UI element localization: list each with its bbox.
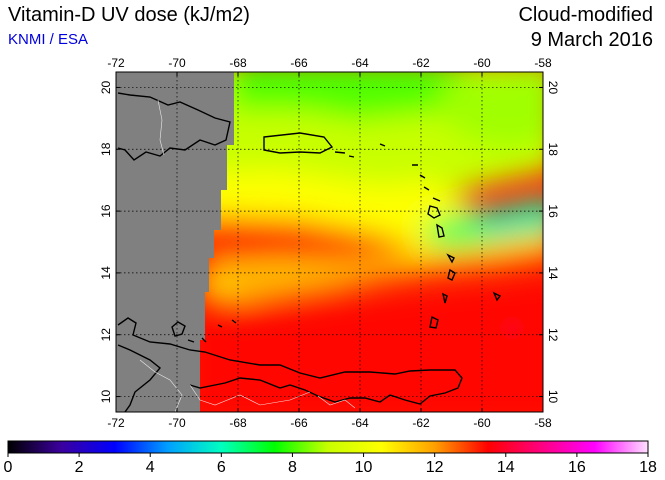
map-frame — [115, 71, 544, 413]
colorbar-label: 8 — [288, 459, 297, 476]
latitude-tick-label: 16 — [546, 204, 560, 218]
country-borders — [139, 99, 356, 412]
latitude-labels-right: 10 12 14 16 18 20 — [546, 81, 560, 404]
longitude-tick-label: -68 — [229, 416, 247, 430]
longitude-tick-label: -62 — [412, 56, 430, 70]
latitude-tick-label: 18 — [99, 142, 113, 156]
map-title: Vitamin-D UV dose (kJ/m2) — [8, 4, 250, 26]
longitude-tick-label: -60 — [473, 416, 491, 430]
longitude-labels-top: -72 -70 -68 -66 -64 -62 -60 -58 — [107, 56, 552, 70]
map-date: 9 March 2016 — [530, 29, 653, 51]
colorbar-strip — [7, 440, 649, 454]
latitude-tick-label: 10 — [546, 390, 560, 404]
latitude-tick-label: 20 — [546, 81, 560, 95]
colorbar-label: 4 — [146, 459, 155, 476]
colorbar-label: 12 — [426, 459, 444, 476]
latitude-tick-label: 18 — [546, 143, 560, 157]
longitude-tick-label: -68 — [229, 56, 247, 70]
longitude-tick-label: -58 — [534, 416, 552, 430]
longitude-tick-label: -64 — [351, 416, 369, 430]
longitude-tick-label: -66 — [290, 56, 308, 70]
latitude-tick-label: 12 — [99, 328, 113, 342]
colorbar-labels: 0 2 4 6 8 10 12 14 16 18 — [4, 459, 657, 476]
graticule — [115, 72, 544, 412]
colorbar-label: 2 — [75, 459, 84, 476]
colorbar-label: 16 — [568, 459, 586, 476]
colorbar-ticks — [7, 453, 649, 457]
longitude-tick-label: -64 — [351, 56, 369, 70]
longitude-tick-label: -72 — [107, 416, 125, 430]
longitude-tick-label: -66 — [290, 416, 308, 430]
uv-dose-field — [116, 72, 543, 412]
latitude-tick-label: 20 — [99, 80, 113, 94]
colorbar-label: 0 — [4, 459, 13, 476]
latitude-tick-label: 14 — [546, 266, 560, 280]
colorbar-label: 10 — [355, 459, 373, 476]
coastlines — [117, 92, 502, 412]
product-type: Cloud-modified — [518, 4, 653, 26]
longitude-tick-label: -72 — [107, 56, 125, 70]
colorbar-label: 18 — [639, 459, 657, 476]
colorbar-label: 6 — [217, 459, 226, 476]
longitude-tick-label: -62 — [412, 416, 430, 430]
longitude-tick-label: -70 — [168, 416, 186, 430]
latitude-tick-label: 14 — [99, 266, 113, 280]
longitude-tick-label: -70 — [168, 56, 186, 70]
latitude-tick-label: 12 — [546, 328, 560, 342]
latitude-labels-left: 10 12 14 16 18 20 — [99, 80, 113, 403]
no-data-region — [116, 72, 234, 412]
latitude-tick-label: 10 — [99, 390, 113, 404]
longitude-labels-bottom: -72 -70 -68 -66 -64 -62 -60 -58 — [107, 416, 552, 430]
longitude-tick-label: -60 — [473, 56, 491, 70]
provider-credit: KNMI / ESA — [8, 31, 89, 48]
colorbar-label: 14 — [497, 459, 515, 476]
longitude-tick-label: -58 — [534, 56, 552, 70]
latitude-tick-label: 16 — [99, 204, 113, 218]
colorbar: 0 2 4 6 8 10 12 14 16 18 — [4, 440, 657, 476]
